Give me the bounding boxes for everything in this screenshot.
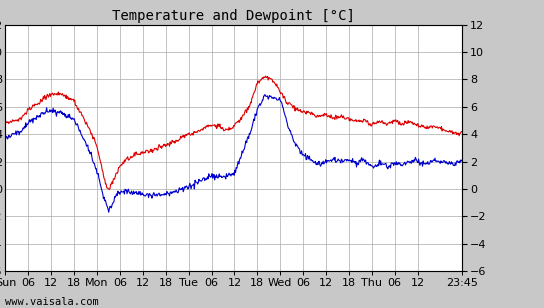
Title: Temperature and Dewpoint [°C]: Temperature and Dewpoint [°C]	[113, 10, 355, 23]
Text: www.vaisala.com: www.vaisala.com	[5, 297, 99, 307]
